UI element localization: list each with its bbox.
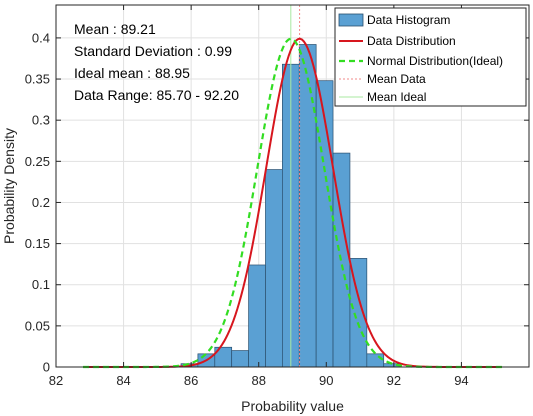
legend-label-ideal-distribution: Normal Distribution(Ideal) (367, 54, 503, 68)
x-tick-label: 82 (49, 373, 63, 388)
legend-label-mean-ideal: Mean Ideal (367, 90, 426, 104)
y-tick-label: 0.35 (25, 72, 50, 87)
y-tick-label: 0.05 (25, 318, 50, 333)
stat-data-range: Data Range: 85.70 - 92.20 (74, 87, 239, 103)
histogram-bar (265, 169, 283, 368)
stat-std: Standard Deviation : 0.99 (74, 43, 232, 59)
legend-label-histogram: Data Histogram (367, 13, 450, 27)
mean-lines (290, 5, 301, 367)
x-tick-label: 94 (454, 373, 468, 388)
histogram-bar (231, 350, 249, 368)
y-tick-label: 0.2 (32, 195, 50, 210)
x-tick-label: 88 (251, 373, 265, 388)
legend-label-data-distribution: Data Distribution (367, 34, 456, 48)
x-tick-label: 86 (184, 373, 198, 388)
x-tick-label: 90 (319, 373, 333, 388)
legend-box (334, 7, 527, 107)
x-tick-label: 92 (387, 373, 401, 388)
stat-ideal-mean: Ideal mean : 88.95 (74, 65, 190, 81)
y-tick-label: 0 (43, 360, 50, 375)
legend: Data Histogram Data Distribution Normal … (334, 7, 527, 107)
histogram-bar (248, 264, 266, 368)
y-tick-labels: 0 0.05 0.1 0.15 0.2 0.25 0.3 0.35 0.4 (25, 30, 50, 374)
y-tick-label: 0.25 (25, 154, 50, 169)
y-tick-label: 0.4 (32, 30, 50, 45)
x-tick-labels: 82 84 86 88 90 92 94 (49, 373, 469, 388)
y-tick-label: 0.15 (25, 236, 50, 251)
x-tick-label: 84 (116, 373, 130, 388)
y-tick-label: 0.3 (32, 113, 50, 128)
x-axis-label: Probability value (241, 398, 344, 414)
y-tick-label: 0.1 (32, 277, 50, 292)
legend-label-mean-data: Mean Data (367, 72, 426, 86)
stat-mean: Mean : 89.21 (74, 21, 156, 37)
histogram-bar (298, 44, 317, 368)
histogram-bar (366, 353, 385, 368)
axes-box (55, 4, 530, 368)
legend-swatch-histogram (338, 13, 364, 27)
stats-annotation: Mean : 89.21 Standard Deviation : 0.99 I… (74, 21, 239, 103)
y-axis-label: Probability Density (1, 128, 17, 244)
